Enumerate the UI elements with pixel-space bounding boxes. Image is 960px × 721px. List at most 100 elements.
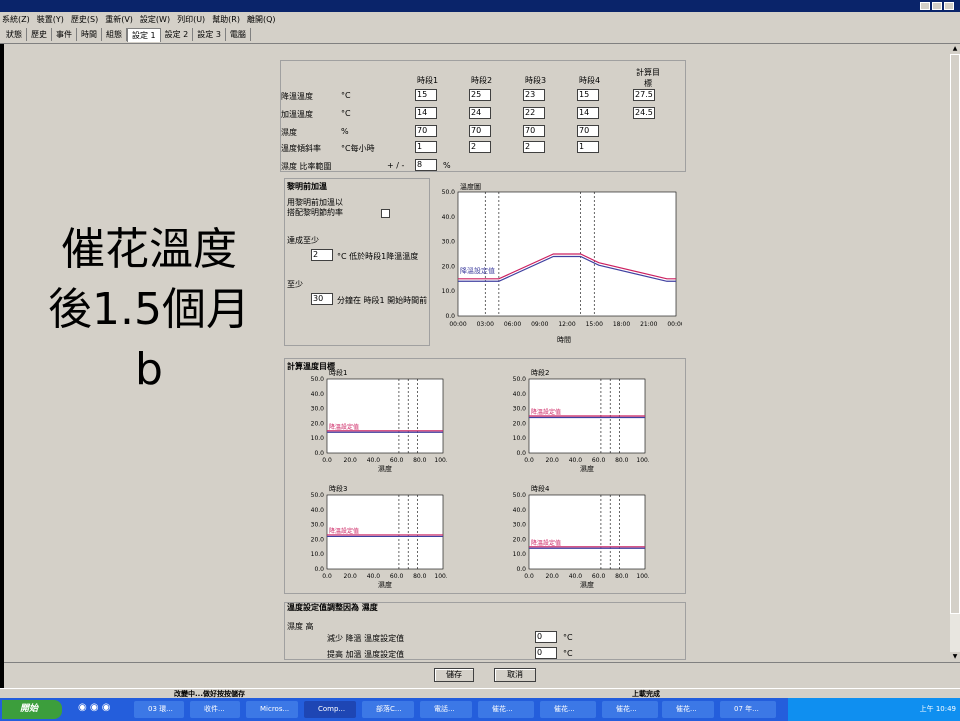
- humidity-ratio-label: 濕度 比率範圍: [281, 162, 332, 171]
- humidity-period-1-input[interactable]: 70: [415, 125, 437, 137]
- minimize-icon[interactable]: [920, 2, 930, 10]
- predawn-line-2: 搭配黎明節約率: [287, 208, 343, 217]
- cooling-period-1-input[interactable]: 15: [415, 89, 437, 101]
- heating-period-3-input[interactable]: 22: [523, 107, 545, 119]
- tab-computer[interactable]: 電腦: [226, 28, 251, 41]
- menu-item-settings[interactable]: 設定(W): [139, 14, 171, 24]
- tab-events[interactable]: 事件: [52, 28, 77, 41]
- target-chart-x-tick: 40.0: [367, 457, 381, 464]
- cooling-setpoint-line: [458, 253, 676, 280]
- targets-title: 計算溫度目標: [287, 362, 335, 371]
- taskbar-item[interactable]: 03 環...: [134, 701, 184, 718]
- save-button[interactable]: 儲存: [434, 668, 474, 682]
- target-chart-y-tick: 50.0: [513, 376, 527, 383]
- cooling-period-4-input[interactable]: 15: [577, 89, 599, 101]
- tab-history[interactable]: 歷史: [27, 28, 52, 41]
- humidity-period-2-input[interactable]: 70: [469, 125, 491, 137]
- heating-period-1-input[interactable]: 14: [415, 107, 437, 119]
- target-chart-x-tick: 60.0: [592, 573, 606, 580]
- taskbar-item[interactable]: 電話...: [420, 701, 472, 718]
- raise-heating-unit: °C: [563, 649, 573, 658]
- ramp-period-2-input[interactable]: 2: [469, 141, 491, 153]
- menu-item-print[interactable]: 列印(U): [177, 14, 206, 24]
- raise-heating-input[interactable]: 0: [535, 647, 557, 659]
- tab-status[interactable]: 狀態: [2, 28, 27, 41]
- temperature-chart-x-tick: 00:00: [449, 321, 466, 328]
- overlay-line-3: b: [135, 344, 163, 395]
- tab-config[interactable]: 組態: [102, 28, 127, 41]
- humidity-period-4-input[interactable]: 70: [577, 125, 599, 137]
- taskbar-item[interactable]: 催花...: [478, 701, 534, 718]
- tab-settings-3[interactable]: 設定 3: [193, 28, 226, 41]
- at-least-input[interactable]: 30: [311, 293, 333, 305]
- target-chart-y-tick: 10.0: [311, 551, 325, 558]
- status-bar: 改變中...做好按按儲存 上載完成: [0, 688, 960, 698]
- reduce-cooling-input[interactable]: 0: [535, 631, 557, 643]
- tab-time[interactable]: 時間: [77, 28, 102, 41]
- reduce-cooling-unit: °C: [563, 633, 573, 642]
- target-chart-y-tick: 30.0: [513, 522, 527, 529]
- taskbar-item[interactable]: 部落C...: [362, 701, 414, 718]
- close-icon[interactable]: [944, 2, 954, 10]
- predawn-checkbox[interactable]: [381, 209, 390, 218]
- menu-item-system[interactable]: 系統(Z): [2, 14, 30, 24]
- temperature-chart-x-tick: 03:00: [477, 321, 494, 328]
- heating-period-2-input[interactable]: 24: [469, 107, 491, 119]
- menu-item-refresh[interactable]: 重新(V): [105, 14, 133, 24]
- vertical-scrollbar[interactable]: ▲ ▼: [950, 44, 960, 662]
- cooling-period-3-input[interactable]: 23: [523, 89, 545, 101]
- temperature-chart-y-tick: 40.0: [442, 214, 456, 221]
- scroll-down-icon[interactable]: ▼: [950, 652, 960, 662]
- scroll-up-icon[interactable]: ▲: [950, 44, 960, 54]
- target-chart-x-tick: 80.0: [413, 573, 427, 580]
- ramp-period-4-input[interactable]: 1: [577, 141, 599, 153]
- taskbar-item[interactable]: Micros...: [246, 701, 298, 718]
- taskbar-item[interactable]: Comp...: [304, 701, 356, 718]
- row-label-ramp: 溫度傾斜率: [281, 144, 321, 153]
- target-chart-x-tick: 100.0: [636, 457, 649, 464]
- scroll-thumb[interactable]: [950, 54, 960, 614]
- taskbar-item[interactable]: 催花...: [540, 701, 596, 718]
- quick-launch-icon[interactable]: ◉ ◉ ◉: [78, 702, 111, 713]
- row-label-heating: 加溫溫度: [281, 110, 313, 119]
- humidity-ratio-input[interactable]: 8: [415, 159, 437, 171]
- cooling-period-2-input[interactable]: 25: [469, 89, 491, 101]
- temperature-chart-x-ticks: 00:00 03:00 06:00 09:00 12:00 15:00 18:00 21:00…: [449, 321, 682, 328]
- tab-settings-1[interactable]: 設定 1: [127, 27, 161, 42]
- reduce-cooling-label: 減少 降溫 溫度設定值: [327, 634, 405, 643]
- reach-input[interactable]: 2: [311, 249, 333, 261]
- tab-settings-2[interactable]: 設定 2: [161, 28, 194, 41]
- row-unit-humidity: %: [341, 127, 349, 136]
- target-chart-title: 時段3: [329, 484, 347, 493]
- menu-item-device[interactable]: 裝置(Y): [36, 14, 64, 24]
- taskbar-item[interactable]: 催花...: [662, 701, 714, 718]
- temperature-chart-x-tick: 21:00: [640, 321, 657, 328]
- clock: 上午 10:49: [919, 705, 956, 713]
- target-chart-y-tick: 40.0: [513, 507, 527, 514]
- target-chart-plot-area: [326, 494, 444, 570]
- target-chart-y-tick: 30.0: [513, 406, 527, 413]
- taskbar-item[interactable]: 收件...: [190, 701, 240, 718]
- ramp-period-1-input[interactable]: 1: [415, 141, 437, 153]
- target-chart-title: 時段1: [329, 368, 347, 377]
- target-chart-y-tick: 20.0: [311, 536, 325, 543]
- maximize-icon[interactable]: [932, 2, 942, 10]
- row-label-cooling: 降溫溫度: [281, 92, 313, 101]
- col-header-period-4: 時段4: [579, 76, 601, 85]
- heating-period-4-input[interactable]: 14: [577, 107, 599, 119]
- target-chart-y-tick: 0.0: [516, 566, 526, 573]
- button-bar: 儲存 取消: [4, 662, 960, 688]
- row-label-humidity: 濕度: [281, 128, 297, 137]
- status-right: 上載完成: [632, 690, 660, 698]
- ramp-period-3-input[interactable]: 2: [523, 141, 545, 153]
- menu-item-history[interactable]: 歷史(S): [70, 14, 99, 24]
- menu-item-help[interactable]: 幫助(R): [212, 14, 240, 24]
- target-chart-series-label: 降溫設定值: [531, 539, 561, 547]
- start-button[interactable]: 開始: [2, 700, 62, 719]
- cancel-button[interactable]: 取消: [494, 668, 536, 682]
- humidity-period-3-input[interactable]: 70: [523, 125, 545, 137]
- taskbar-item[interactable]: 07 年...: [720, 701, 776, 718]
- menu-item-exit[interactable]: 離開(Q): [247, 14, 276, 24]
- taskbar-item[interactable]: 催花...: [602, 701, 658, 718]
- target-chart-x-tick: 0.0: [322, 573, 332, 580]
